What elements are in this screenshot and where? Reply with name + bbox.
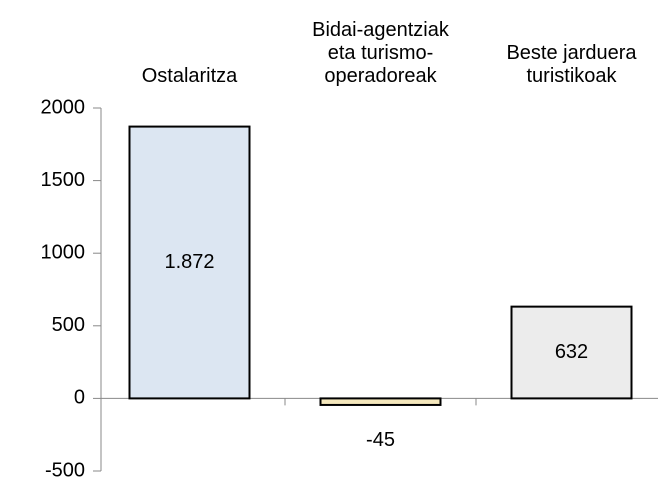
category-label: Beste jarduera turistikoak (506, 42, 637, 87)
value-label: 1.872 (164, 251, 214, 273)
bar (319, 397, 442, 406)
value-label: 632 (555, 341, 588, 363)
category-label: Bidai-agentziak eta turismo-operadoreak (312, 19, 449, 87)
y-tick-label: -500 (45, 459, 85, 481)
y-tick-label: 1500 (41, 169, 86, 191)
y-tick-label: 0 (74, 387, 85, 409)
y-tick-label: 2000 (41, 96, 86, 118)
bar (128, 125, 251, 400)
y-tick-label: 1000 (41, 241, 86, 263)
y-tick-label: 500 (52, 314, 85, 336)
bar (510, 305, 633, 400)
value-label: -45 (366, 429, 395, 451)
category-label: Ostalaritza (141, 65, 238, 87)
